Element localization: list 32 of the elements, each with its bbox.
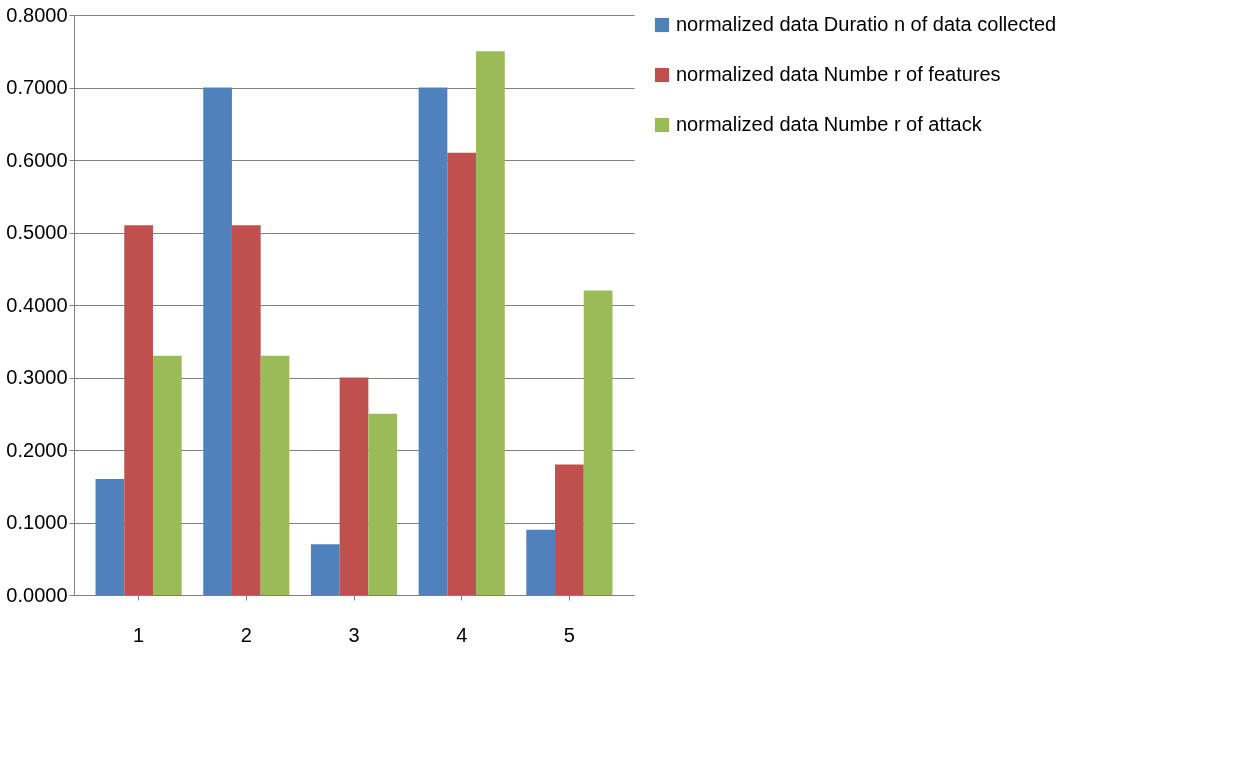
y-tick-label: 0.1000: [6, 511, 68, 533]
bar: [526, 529, 556, 595]
y-tick-label: 0.5000: [6, 221, 68, 243]
bar: [555, 464, 584, 595]
y-tick-label: 0.6000: [6, 148, 68, 171]
x-tick-label: 5: [563, 623, 575, 646]
x-tick-label: 3: [348, 623, 360, 646]
bar: [339, 377, 369, 595]
bar: [152, 355, 182, 595]
y-tick-label: 0.8000: [6, 3, 68, 26]
bar: [368, 413, 398, 595]
legend-label: normalized data Duratio n of data collected: [676, 13, 1057, 35]
bar: [476, 51, 505, 595]
y-tick-label: 0.4000: [6, 293, 68, 316]
bar: [583, 290, 613, 595]
bar: [418, 87, 448, 595]
legend-label: normalized data Numbe r of features: [676, 63, 1001, 85]
legend-label: normalized data Numbe r of attack: [676, 113, 983, 135]
bar: [124, 225, 153, 595]
y-tick-label: 0.3000: [6, 366, 68, 388]
y-tick-label: 0.2000: [6, 438, 68, 461]
bar: [231, 225, 261, 595]
bar: [95, 479, 125, 595]
bar: [203, 87, 232, 595]
bar: [310, 544, 340, 595]
y-tick-label: 0.7000: [6, 76, 68, 98]
bar: [260, 355, 290, 595]
y-tick-label: 0.0000: [6, 583, 68, 606]
x-tick-label: 4: [456, 623, 468, 646]
x-tick-label: 2: [240, 623, 252, 646]
bar: [447, 152, 477, 595]
x-tick-label: 1: [133, 623, 145, 646]
